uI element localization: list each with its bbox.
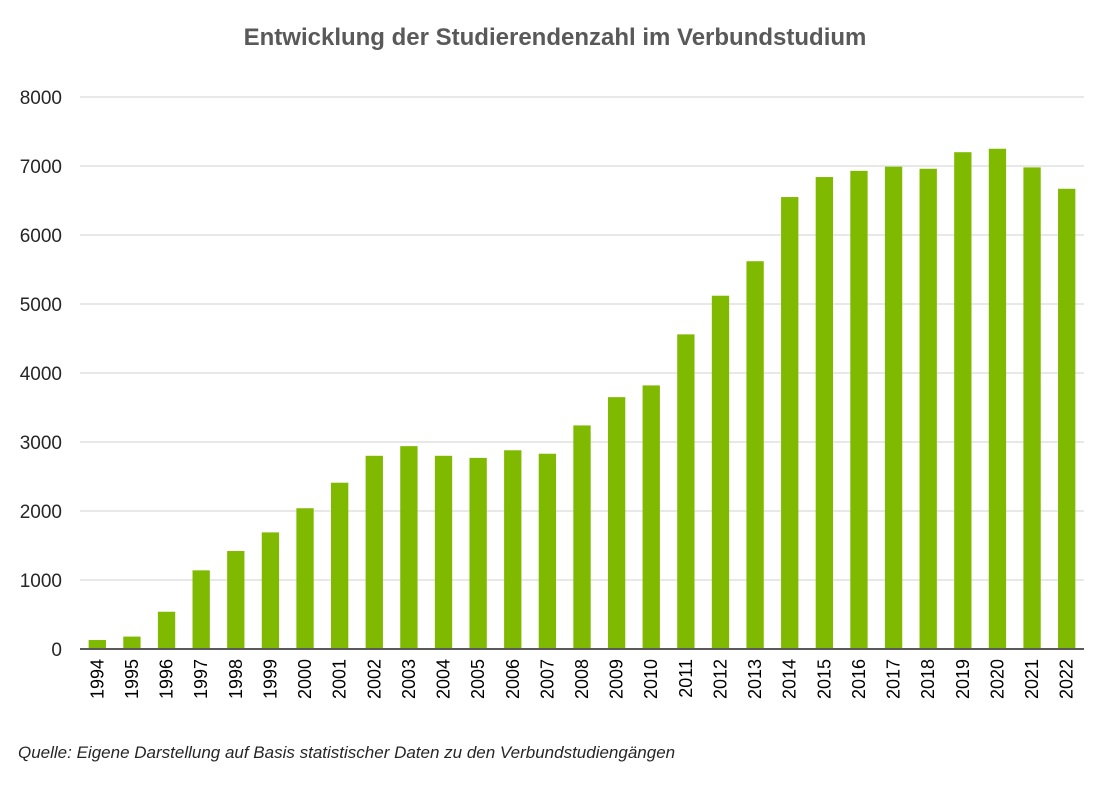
x-tick-label: 2020	[987, 659, 1007, 699]
x-tick-label: 1995	[122, 659, 142, 699]
y-tick-label: 8000	[20, 88, 62, 109]
bar-2010	[642, 385, 660, 649]
bar-1997	[192, 570, 210, 649]
bar-2008	[573, 425, 591, 649]
y-tick-label: 2000	[20, 502, 62, 523]
x-tick-label: 2019	[953, 659, 973, 699]
bar-2009	[607, 397, 626, 649]
x-tick-label: 2021	[1022, 659, 1042, 699]
x-tick-label: 1999	[260, 659, 280, 699]
x-tick-label: 2018	[918, 659, 938, 699]
y-tick-label: 7000	[20, 157, 62, 178]
bar-2014	[781, 197, 799, 650]
bar-1996	[157, 611, 176, 649]
x-tick-label: 2017	[884, 659, 904, 699]
x-tick-label: 1997	[191, 659, 211, 699]
x-tick-label: 2010	[641, 659, 661, 699]
x-tick-label: 1998	[226, 659, 246, 699]
x-tick-label: 2014	[780, 659, 800, 699]
bar-2000	[296, 508, 314, 649]
bar-2018	[919, 168, 937, 649]
x-tick-label: 2005	[468, 659, 488, 699]
x-axis-ticks: 1994 1995 1996 1997 1998 1999 2000 2001 2002 2003…	[87, 659, 1076, 699]
y-tick-label: 6000	[20, 226, 62, 247]
bar-2013	[746, 261, 764, 649]
x-tick-label: 2011	[676, 659, 696, 698]
y-axis-ticks: 0 1000 2000 3000 4000 5000 6000 7000 8000	[20, 88, 62, 661]
y-tick-label: 0	[51, 640, 62, 661]
bar-2017	[884, 166, 903, 649]
bar-2006	[504, 450, 522, 649]
bar-2020	[988, 148, 1007, 649]
x-tick-label: 2000	[295, 659, 315, 699]
bar-2005	[469, 457, 487, 649]
bar-2015	[815, 177, 833, 650]
chart-title: Entwicklung der Studierendenzahl im Verb…	[244, 24, 867, 51]
x-tick-label: 2016	[849, 659, 869, 699]
bar-2021	[1023, 167, 1041, 649]
x-tick-label: 2013	[745, 659, 765, 699]
bar-1998	[227, 551, 245, 649]
bar-2002	[365, 455, 383, 649]
bar-2004	[434, 455, 453, 649]
x-tick-label: 2002	[364, 659, 384, 699]
x-tick-label: 2007	[537, 659, 557, 699]
bar-2022	[1058, 188, 1076, 649]
y-tick-label: 5000	[20, 295, 62, 316]
bar-2007	[538, 453, 557, 649]
x-tick-label: 2001	[330, 659, 350, 699]
x-tick-label: 2006	[503, 659, 523, 699]
bar-2012	[711, 295, 730, 649]
bar-2016	[850, 170, 868, 649]
bars	[88, 148, 1076, 650]
bar-2001	[331, 482, 349, 649]
x-tick-label: 2008	[572, 659, 592, 699]
x-tick-label: 2004	[434, 659, 454, 699]
x-tick-label: 1996	[157, 659, 177, 699]
bar-2019	[954, 152, 972, 649]
bar-1994	[88, 640, 106, 649]
y-tick-label: 3000	[20, 433, 62, 454]
y-tick-label: 4000	[20, 364, 62, 385]
x-tick-label: 2022	[1057, 659, 1077, 699]
x-tick-label: 2015	[814, 659, 834, 699]
source-note: Quelle: Eigene Darstellung auf Basis sta…	[18, 743, 676, 762]
x-tick-label: 2003	[399, 659, 419, 699]
x-tick-label: 2009	[607, 659, 627, 699]
bar-1999	[261, 532, 280, 649]
bar-2011	[677, 334, 695, 649]
bar-1995	[123, 636, 141, 649]
x-tick-label: 2012	[710, 659, 730, 699]
x-tick-label: 1994	[87, 659, 107, 699]
y-tick-label: 1000	[20, 571, 62, 592]
bar-2003	[400, 446, 418, 649]
